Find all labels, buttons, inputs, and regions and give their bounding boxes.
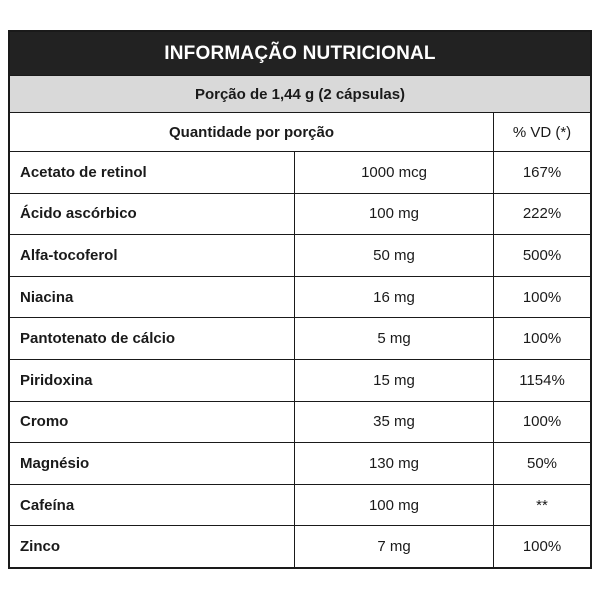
nutrient-amount: 7 mg bbox=[295, 526, 494, 567]
table-row: Cafeína 100 mg ** bbox=[10, 484, 590, 527]
table-row: Pantotenato de cálcio 5 mg 100% bbox=[10, 318, 590, 360]
nutrient-daily-value: 100% bbox=[522, 288, 562, 306]
table-header-row: Quantidade por porção % VD (*) bbox=[10, 113, 590, 152]
nutrient-amount: 35 mg bbox=[295, 401, 494, 443]
nutrient-name: Cromo bbox=[10, 401, 295, 443]
nutrient-name: Piridoxina bbox=[10, 359, 295, 401]
nutrient-daily-value: 100% bbox=[522, 538, 562, 556]
nutrient-name: Ácido ascórbico bbox=[10, 193, 295, 235]
nutrient-amount: 50 mg bbox=[295, 235, 494, 276]
table-row: Piridoxina 15 mg 1154% bbox=[10, 359, 590, 402]
nutrient-daily-value: ** bbox=[536, 496, 548, 514]
nutrient-amount: 5 mg bbox=[295, 318, 494, 359]
nutrient-amount: 16 mg bbox=[295, 276, 494, 318]
nutrient-name: Zinco bbox=[10, 526, 295, 567]
nutrient-amount: 130 mg bbox=[295, 443, 494, 484]
table-row: Niacina 16 mg 100% bbox=[10, 276, 590, 319]
nutrient-daily-value: 100% bbox=[522, 330, 562, 348]
quantity-header: Quantidade por porção bbox=[10, 113, 494, 151]
table-row: Zinco 7 mg 100% bbox=[10, 526, 590, 567]
nutrient-daily-value: 500% bbox=[522, 246, 562, 264]
table-row: Ácido ascórbico 100 mg 222% bbox=[10, 193, 590, 236]
table-row: Alfa-tocoferol 50 mg 500% bbox=[10, 235, 590, 277]
table-row: Magnésio 130 mg 50% bbox=[10, 443, 590, 485]
nutrient-daily-value: 100% bbox=[522, 413, 562, 431]
nutrient-name: Magnésio bbox=[10, 443, 295, 484]
table-row: Acetato de retinol 1000 mcg 167% bbox=[10, 152, 590, 194]
nutrient-amount: 100 mg bbox=[295, 193, 494, 235]
nutrient-amount: 100 mg bbox=[295, 484, 494, 526]
nutrient-name: Cafeína bbox=[10, 484, 295, 526]
nutrient-daily-value: 167% bbox=[522, 163, 562, 181]
daily-value-header: % VD (*) bbox=[512, 123, 572, 141]
nutrient-amount: 1000 mcg bbox=[295, 152, 494, 193]
nutrient-daily-value: 222% bbox=[522, 205, 562, 223]
nutrient-daily-value: 1154% bbox=[519, 371, 565, 389]
nutrient-amount: 15 mg bbox=[295, 359, 494, 401]
nutrient-name: Acetato de retinol bbox=[10, 152, 295, 193]
table-row: Cromo 35 mg 100% bbox=[10, 401, 590, 444]
nutrient-name: Alfa-tocoferol bbox=[10, 235, 295, 276]
nutrition-facts-table: INFORMAÇÃO NUTRICIONAL Porção de 1,44 g … bbox=[8, 30, 592, 569]
table-title: INFORMAÇÃO NUTRICIONAL bbox=[10, 32, 590, 75]
portion-size: Porção de 1,44 g (2 cápsulas) bbox=[10, 75, 590, 113]
nutrient-name: Niacina bbox=[10, 276, 295, 318]
nutrient-name: Pantotenato de cálcio bbox=[10, 318, 295, 359]
nutrient-daily-value: 50% bbox=[526, 454, 558, 472]
